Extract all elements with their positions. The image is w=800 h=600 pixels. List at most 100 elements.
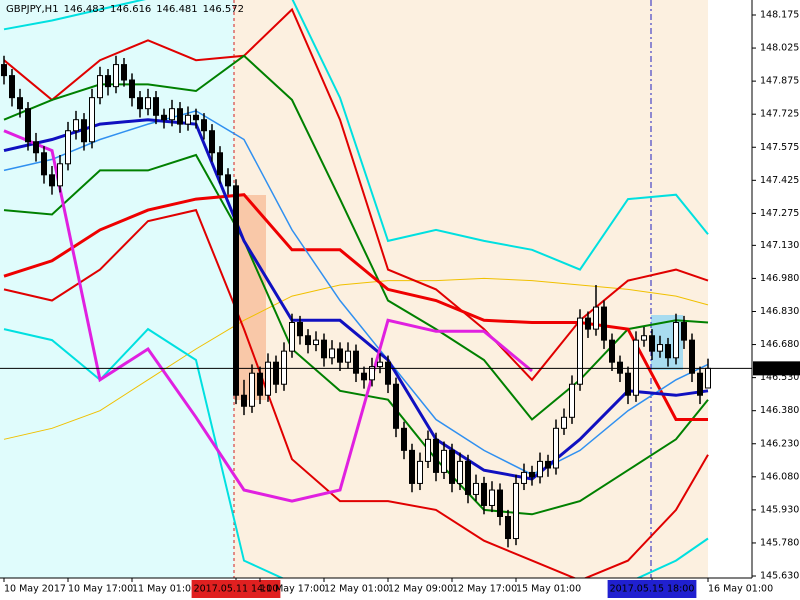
candle-body xyxy=(97,75,103,99)
x-tick-label: 12 May 09:00 xyxy=(388,584,453,595)
indicators xyxy=(3,0,709,578)
y-tick-label: 145.930 xyxy=(760,504,799,515)
x-tick-label: 2017.05.15 18:00 xyxy=(610,584,695,595)
candle-body xyxy=(209,130,215,154)
y-tick-label: 146.080 xyxy=(760,471,799,482)
candle-body xyxy=(377,361,383,368)
candle-body xyxy=(393,383,399,429)
candle-body xyxy=(633,339,639,396)
y-tick-label: 147.725 xyxy=(760,109,799,120)
candle-body xyxy=(441,449,447,473)
candle-body xyxy=(113,64,119,88)
candle-body xyxy=(665,344,671,359)
candle-body xyxy=(561,416,567,429)
candle-body xyxy=(457,460,463,484)
candle-body xyxy=(273,361,279,385)
x-tick-highlight xyxy=(191,580,281,598)
candle-body xyxy=(153,97,159,116)
candle-body xyxy=(257,372,263,396)
candle-body xyxy=(689,339,695,374)
candle-body xyxy=(529,471,535,478)
candle-body xyxy=(609,339,615,363)
candle-body xyxy=(465,460,471,495)
candle-body xyxy=(577,317,583,385)
candle-body xyxy=(9,75,15,99)
y-tick-label: 147.425 xyxy=(760,175,799,186)
indicator-line xyxy=(3,277,709,440)
candle-body xyxy=(537,460,543,478)
candle-body xyxy=(193,114,199,121)
price-label-bg xyxy=(753,361,800,376)
candle-body xyxy=(505,515,511,540)
low: 146.481 xyxy=(156,4,198,15)
y-tick-label: 148.025 xyxy=(760,43,799,54)
candle-body xyxy=(25,108,31,143)
candle-body xyxy=(289,322,295,352)
candle-body xyxy=(545,460,551,469)
y-tick-label: 145.780 xyxy=(760,537,799,548)
y-tick-label: 146.530 xyxy=(760,372,799,383)
candle-body xyxy=(617,361,623,374)
candle-body xyxy=(433,438,439,473)
candle-body xyxy=(297,322,303,337)
candle-body xyxy=(585,317,591,330)
candle-body xyxy=(345,350,351,363)
candle-body xyxy=(121,64,127,81)
indicator-line xyxy=(3,110,709,476)
candle-body xyxy=(105,75,111,88)
candle-body xyxy=(233,185,239,396)
candle-body xyxy=(249,372,255,407)
candle-body xyxy=(353,350,359,374)
candle-body xyxy=(281,350,287,385)
candle-body xyxy=(497,489,503,517)
x-tick-label: 12 May 01:00 xyxy=(324,584,389,595)
y-tick-label: 145.630 xyxy=(760,571,799,582)
candle-body xyxy=(625,372,631,396)
indicator-line xyxy=(3,118,709,481)
candle-body xyxy=(161,114,167,121)
candle-body xyxy=(673,322,679,359)
session-bg xyxy=(0,0,234,578)
candle-body xyxy=(641,335,647,341)
candle-body xyxy=(1,64,7,77)
header: GBPJPY,H1 146.483 146.616 146.481 146.57… xyxy=(6,4,244,15)
candle-body xyxy=(177,108,183,125)
candle-body xyxy=(337,348,343,363)
x-tick-label: 11 May 01:00 xyxy=(132,584,197,595)
candle-body xyxy=(241,394,247,407)
candle-body xyxy=(65,130,71,165)
y-tick-label: 148.175 xyxy=(760,9,799,20)
indicator-line xyxy=(3,129,533,503)
x-tick-label: 10 May 17:00 xyxy=(68,584,133,595)
candle-body xyxy=(313,339,319,346)
candle-body xyxy=(481,482,487,506)
y-tick-label: 147.130 xyxy=(760,240,799,251)
candle-body xyxy=(361,372,367,381)
candle-body xyxy=(473,482,479,495)
candle-body xyxy=(265,361,271,396)
candle-body xyxy=(169,108,175,121)
candle-body xyxy=(33,141,39,154)
open: 146.483 xyxy=(63,4,105,15)
y-tick-label: 146.830 xyxy=(760,306,799,317)
candle-body xyxy=(329,348,335,359)
x-tick-label: 10 May 2017 xyxy=(4,584,66,595)
candle-body xyxy=(89,97,95,143)
candle-body xyxy=(185,114,191,125)
indicator-line xyxy=(3,7,709,382)
candle-body xyxy=(409,449,415,484)
indicator-line xyxy=(3,327,709,578)
candle-body xyxy=(401,427,407,451)
candle-body xyxy=(385,361,391,385)
close: 146.572 xyxy=(202,4,245,15)
candle-body xyxy=(129,79,135,99)
indicator-line xyxy=(3,0,709,271)
candle-body xyxy=(217,152,223,176)
x-tick-label: 12 May 17:00 xyxy=(452,584,517,595)
candle-body xyxy=(697,372,703,396)
price-label: 146.572 xyxy=(760,363,799,374)
x-tick-highlight xyxy=(607,580,697,598)
x-tick-label: 15 May 01:00 xyxy=(516,584,581,595)
